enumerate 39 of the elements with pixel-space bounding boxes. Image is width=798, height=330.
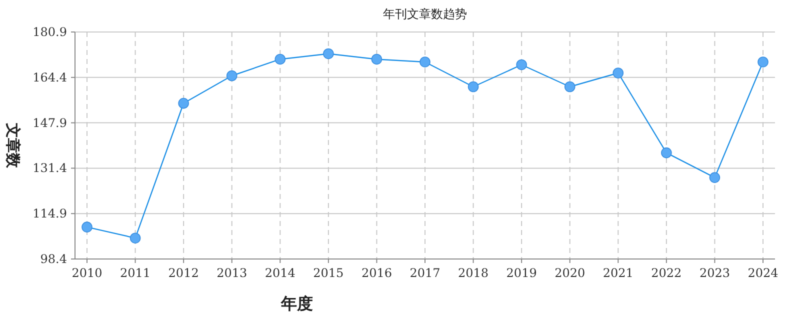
x-tick-label: 2021 [602, 266, 634, 280]
point [612, 68, 624, 78]
point [564, 81, 576, 92]
x-tick-label: 2024 [748, 266, 779, 280]
y-tick-label: 114.9 [32, 206, 67, 221]
point [82, 222, 92, 232]
point [130, 232, 141, 244]
x-axis-title: 年度 [280, 294, 313, 313]
point [516, 59, 527, 70]
point [709, 172, 720, 183]
x-tick-label: 2015 [313, 266, 344, 280]
point [178, 98, 189, 109]
x-tick-label: 2023 [699, 266, 730, 280]
y-tick-label: 147.9 [32, 116, 67, 130]
point [371, 54, 382, 65]
y-tick-label: 98.4 [40, 252, 68, 266]
x-tick-label: 2014 [264, 266, 296, 280]
x-tick-label: 2012 [168, 266, 199, 280]
x-tick-label: 2010 [72, 266, 102, 280]
point [468, 81, 479, 92]
chart-title: 年刊文章数趋势 [383, 7, 467, 21]
point [661, 147, 672, 158]
y-tick-label: 164.4 [32, 70, 68, 84]
x-tick-label: 2016 [361, 266, 392, 280]
x-tick-label: 2018 [458, 266, 489, 280]
x-tick-label: 2020 [554, 266, 586, 280]
x-tick-label: 2013 [216, 266, 248, 280]
y-tick-label: 131.4 [32, 161, 68, 176]
x-tick-label: 2011 [120, 266, 151, 280]
y-tick-label: 180.9 [32, 25, 67, 39]
x-tick-label: 2019 [506, 266, 537, 280]
x-tick-label: 2017 [410, 266, 440, 280]
point [758, 56, 768, 68]
point [323, 48, 334, 60]
point [226, 70, 238, 82]
y-axis-title: 文章数 [4, 122, 22, 169]
point [420, 56, 430, 68]
point [274, 54, 286, 65]
x-tick-label: 2022 [651, 266, 682, 280]
